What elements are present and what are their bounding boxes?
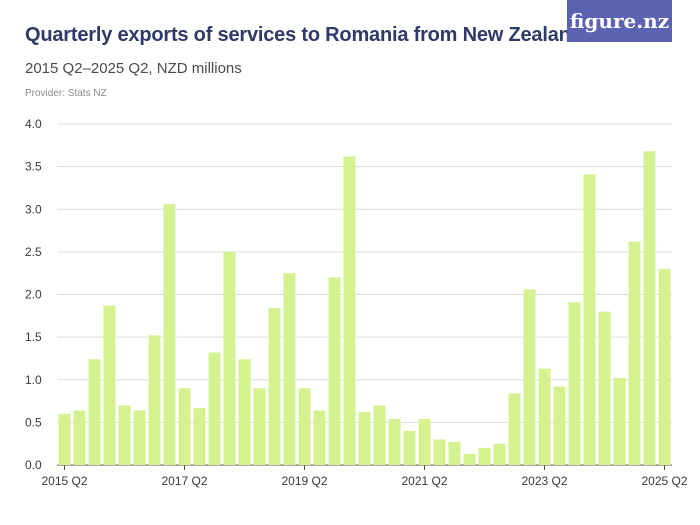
bar-2018-q2[interactable]	[238, 359, 251, 465]
bar-2020-q4[interactable]	[388, 418, 401, 465]
y-tick-label: 3.5	[25, 160, 42, 174]
bar-2016-q3[interactable]	[133, 410, 146, 465]
bar-2017-q3[interactable]	[193, 407, 206, 465]
bar-2022-q2[interactable]	[478, 447, 491, 465]
bar-2019-q2[interactable]	[298, 388, 311, 465]
bar-2019-q4[interactable]	[328, 277, 341, 465]
bar-2022-q1[interactable]	[463, 453, 476, 465]
y-tick-label: 4.0	[25, 117, 42, 131]
bar-2022-q4[interactable]	[508, 393, 521, 465]
bar-2017-q2[interactable]	[178, 388, 191, 465]
bar-2015-q3[interactable]	[73, 410, 86, 465]
y-tick-label: 0.0	[25, 458, 42, 472]
bar-2021-q2[interactable]	[418, 418, 431, 465]
y-tick-label: 0.5	[25, 415, 42, 429]
bar-2016-q1[interactable]	[103, 305, 116, 465]
bar-2023-q4[interactable]	[568, 302, 581, 465]
bar-2015-q4[interactable]	[88, 359, 101, 465]
y-axis-ticks: 0.0 0.5 1.0 1.5 2.0 2.5 3.0 3.5 4.0	[25, 117, 42, 472]
y-tick-label: 1.0	[25, 373, 42, 387]
y-tick-label: 1.5	[25, 330, 42, 344]
bar-2020-q2[interactable]	[358, 412, 371, 465]
bar-2016-q4[interactable]	[148, 335, 161, 465]
bar-2024-q4[interactable]	[628, 241, 641, 465]
bar-2018-q4[interactable]	[268, 308, 281, 465]
chart-title: Quarterly exports of services to Romania…	[25, 24, 583, 46]
x-axis-ticks: 2015 Q2 2017 Q2 2019 Q2 2021 Q2 2023 Q2 2025 …	[41, 465, 688, 488]
bar-2016-q2[interactable]	[118, 405, 131, 465]
provider-note: Provider: Stats NZ	[25, 88, 107, 99]
x-tick-label: 2015 Q2	[41, 474, 87, 488]
bar-2019-q1[interactable]	[283, 273, 296, 465]
bar-2025-q2[interactable]	[658, 268, 671, 465]
bar-2017-q1[interactable]	[163, 204, 176, 465]
bar-2022-q3[interactable]	[493, 443, 506, 465]
bar-2018-q1[interactable]	[223, 251, 236, 465]
x-tick-label: 2019 Q2	[281, 474, 327, 488]
chart-subtitle: 2015 Q2–2025 Q2, NZD millions	[25, 60, 242, 77]
bar-2024-q1[interactable]	[583, 174, 596, 466]
y-tick-label: 2.5	[25, 245, 42, 259]
figure-nz-logo[interactable]: figure.nz	[567, 0, 672, 42]
x-tick-label: 2021 Q2	[401, 474, 447, 488]
bars	[58, 151, 671, 466]
bar-2023-q3[interactable]	[553, 386, 566, 465]
bar-2020-q1[interactable]	[343, 156, 356, 465]
bar-2015-q2[interactable]	[58, 413, 71, 465]
x-tick-label: 2025 Q2	[641, 474, 687, 488]
bar-2021-q4[interactable]	[448, 441, 461, 465]
bar-2024-q3[interactable]	[613, 378, 626, 465]
bar-2020-q3[interactable]	[373, 405, 386, 465]
bar-2023-q2[interactable]	[538, 368, 551, 465]
bar-2018-q3[interactable]	[253, 388, 266, 465]
bar-2025-q1[interactable]	[643, 151, 656, 465]
bar-2021-q1[interactable]	[403, 430, 416, 465]
y-tick-label: 3.0	[25, 202, 42, 216]
bar-2023-q1[interactable]	[523, 289, 536, 465]
y-tick-label: 2.0	[25, 288, 42, 302]
bar-2021-q3[interactable]	[433, 439, 446, 465]
bar-2017-q4[interactable]	[208, 352, 221, 465]
bar-2019-q3[interactable]	[313, 410, 326, 465]
x-tick-label: 2017 Q2	[161, 474, 207, 488]
bar-2024-q2[interactable]	[598, 311, 611, 465]
x-tick-label: 2023 Q2	[521, 474, 567, 488]
